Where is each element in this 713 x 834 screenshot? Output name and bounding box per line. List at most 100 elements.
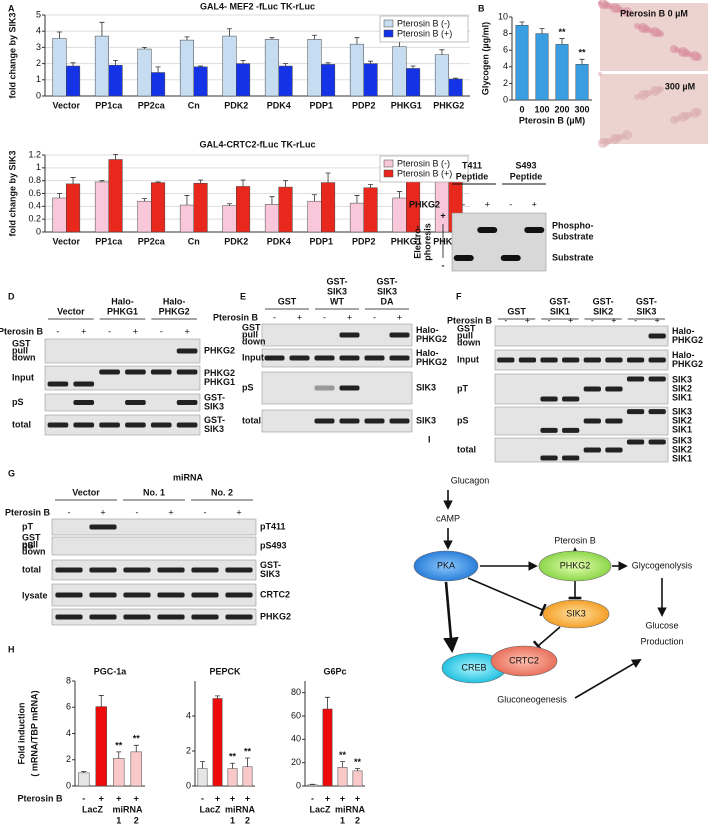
y-tick-label: 4 xyxy=(186,710,191,720)
legend-label: Pterosin B (-) xyxy=(397,18,450,28)
blot-strip xyxy=(494,325,669,347)
blot-band xyxy=(89,524,117,530)
blot-band xyxy=(648,409,666,415)
lane-header: PHKG2 xyxy=(159,306,190,316)
x-tick-label: + xyxy=(99,793,104,803)
row-label: pS xyxy=(457,415,469,425)
blot-strip xyxy=(261,409,413,433)
bar xyxy=(307,39,322,97)
band-label: Substrate xyxy=(552,252,594,262)
significance: ** xyxy=(244,746,252,756)
y-tick-label: 5 xyxy=(36,9,41,19)
pathway-node xyxy=(490,645,558,677)
blot-band xyxy=(157,567,185,573)
bar xyxy=(264,204,279,233)
treatment-sign: + xyxy=(297,312,302,322)
blot-band xyxy=(191,567,219,573)
error-bar xyxy=(230,762,235,769)
error-bar xyxy=(396,191,402,198)
error-bar xyxy=(269,196,275,205)
group-sub-label: 1 xyxy=(116,815,121,825)
lane-header: No. 1 xyxy=(143,487,165,497)
blot-strip xyxy=(261,348,413,368)
micrograph-label: Pterosin B 0 µM xyxy=(620,8,688,18)
row-label: down xyxy=(457,337,481,347)
treatment-sign: - xyxy=(273,312,276,322)
band-label: Phospho- xyxy=(552,220,594,230)
significance: ** xyxy=(558,27,566,37)
blot-band xyxy=(540,357,558,363)
x-tick-label: PDK2 xyxy=(224,236,248,246)
row-group-label: pull xyxy=(22,539,38,549)
treatment-label: Pterosin B xyxy=(447,315,493,325)
blot-strip xyxy=(51,583,257,607)
blot-band xyxy=(389,418,410,424)
band-label: Halo- xyxy=(672,326,695,336)
panel-letter: H xyxy=(8,644,15,654)
panel-letter: A xyxy=(8,3,15,13)
row-group-label: lysate xyxy=(22,590,48,600)
x-tick-label: PDP2 xyxy=(352,100,376,110)
blot-strip xyxy=(51,518,257,536)
chart-title: PGC-1a xyxy=(94,666,128,676)
band-label: SIK3 xyxy=(416,382,436,392)
micrograph-spot xyxy=(622,130,632,140)
blot-strip xyxy=(44,338,201,364)
chart-title: PEPCK xyxy=(209,666,241,676)
electrophoresis-label: phoresis xyxy=(422,223,432,261)
band-label: SIK1 xyxy=(672,392,692,402)
error-bar xyxy=(70,62,76,67)
blot-band xyxy=(339,355,360,361)
lane-header: T411 xyxy=(462,160,482,170)
lane-header: Halo- xyxy=(163,296,186,306)
band-label: pT411 xyxy=(260,521,286,531)
group-sub-label: 2 xyxy=(134,815,139,825)
blot-band xyxy=(123,592,151,598)
treatment-sign: + xyxy=(347,312,352,322)
row-label: pull xyxy=(242,329,258,339)
y-tick-label: 0.6 xyxy=(28,188,41,198)
micrograph-spot xyxy=(658,86,664,92)
significance: ** xyxy=(115,740,123,750)
node-label: SIK3 xyxy=(566,608,586,618)
band-label: SIK3 xyxy=(204,401,224,411)
bar xyxy=(179,39,194,97)
y-tick-label: 2 xyxy=(186,745,191,755)
chart-title: G6Pc xyxy=(323,666,346,676)
bar xyxy=(322,708,333,787)
blot-band xyxy=(605,447,623,453)
blot-band xyxy=(89,592,117,598)
error-bar xyxy=(354,195,360,204)
error-bar xyxy=(141,47,147,50)
y-tick-label: 1.2 xyxy=(28,149,41,159)
error-bar xyxy=(368,60,374,64)
legend-label: Pterosin B (+) xyxy=(397,28,452,38)
bar xyxy=(113,758,125,787)
bar xyxy=(406,68,421,97)
bar xyxy=(52,38,67,97)
bar xyxy=(349,43,364,97)
lane-header: S493 xyxy=(515,160,536,170)
blot-band xyxy=(47,381,69,387)
treatment-label: PHKG2 xyxy=(409,199,440,209)
blot-band xyxy=(47,422,69,428)
bar xyxy=(236,186,251,233)
x-tick-label: PHKG1 xyxy=(391,100,422,110)
row-label: GST xyxy=(457,323,476,333)
band-label: SIK3 xyxy=(672,374,692,384)
blot-band xyxy=(562,455,580,461)
blot-band xyxy=(562,396,580,402)
electrophoresis-label: Electro- xyxy=(412,225,422,259)
error-bar xyxy=(113,59,119,66)
node-label: CREB xyxy=(461,662,486,672)
bar xyxy=(349,202,364,233)
treatment-sign: - xyxy=(136,507,139,517)
y-tick-label: 0 xyxy=(36,226,41,236)
bar xyxy=(575,64,589,101)
treatment-sign: - xyxy=(591,315,594,325)
error-bar xyxy=(396,41,402,47)
error-bar xyxy=(269,37,275,40)
lane-header: GST xyxy=(278,296,297,306)
micrograph-label: 300 µM xyxy=(665,81,695,91)
treatment-label: Pterosin B xyxy=(0,326,43,336)
